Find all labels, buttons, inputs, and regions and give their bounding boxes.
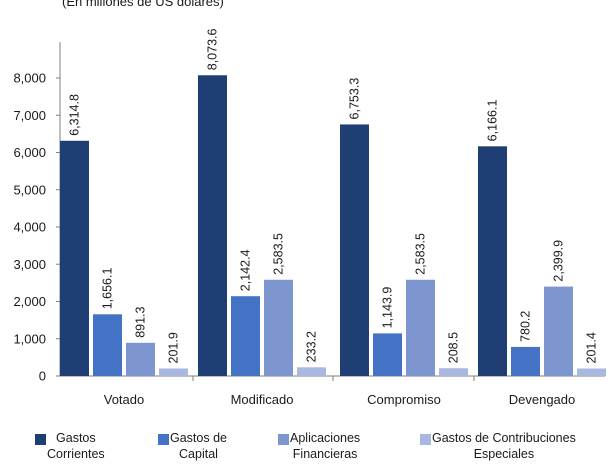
data-label: 6,753.3	[348, 78, 362, 120]
bar	[264, 279, 293, 376]
legend-swatch	[278, 434, 289, 445]
legend-label: Gastos de Capital	[170, 431, 227, 461]
axes: 0 1,000 2,000 3,000 4,000 5,000 6,000 7,000 8,00…	[13, 42, 605, 407]
data-label: 6,166.1	[486, 100, 500, 142]
data-label: 2,583.5	[414, 233, 428, 275]
data-label: 780.2	[519, 311, 533, 342]
y-tick-label: 2,000	[13, 294, 46, 309]
legend-label: Gastos Corrientes	[47, 431, 105, 461]
y-tick-label: 5,000	[13, 182, 46, 197]
data-label: 1,143.9	[381, 287, 395, 329]
x-tick-label: Votado	[104, 392, 145, 407]
legend-swatch	[420, 434, 431, 445]
bar	[93, 314, 122, 376]
data-label: 8,073.6	[206, 29, 220, 71]
x-tick-label: Devengado	[509, 392, 576, 407]
data-label: 2,142.4	[239, 249, 253, 291]
legend-swatch	[35, 434, 46, 445]
bar	[126, 342, 155, 376]
x-tick-label: Compromiso	[367, 392, 441, 407]
bar	[297, 367, 326, 376]
bar-chart: 0 1,000 2,000 3,000 4,000 5,000 6,000 7,000 8,00…	[13, 29, 606, 407]
data-label: 891.3	[134, 306, 148, 337]
chart-subtitle: (En millones de US dólares)	[62, 0, 224, 9]
legend: Gastos Corrientes Gastos de Capital Aplicaci…	[0, 430, 615, 466]
data-label: 201.9	[167, 332, 181, 363]
bar	[544, 286, 573, 376]
bar	[231, 296, 260, 376]
bar	[340, 124, 369, 376]
y-tick-label: 8,000	[13, 71, 46, 86]
y-tick-label: 3,000	[13, 257, 46, 272]
data-label: 201.4	[585, 332, 599, 363]
y-tick-label: 7,000	[13, 108, 46, 123]
data-label: 233.2	[305, 331, 319, 362]
bar	[198, 75, 227, 377]
bar	[439, 368, 468, 376]
legend-swatch	[158, 434, 169, 445]
data-label: 1,656.1	[101, 268, 115, 310]
data-label: 6,314.8	[68, 94, 82, 136]
data-label: 2,399.9	[552, 240, 566, 282]
y-tick-label: 1,000	[13, 331, 46, 346]
x-tick-label: Modificado	[231, 392, 294, 407]
y-tick-label: 4,000	[13, 220, 46, 235]
bar	[511, 346, 540, 376]
legend-label: Gastos de Contribuciones Especiales	[432, 431, 576, 461]
bar	[406, 279, 435, 376]
data-labels: 6,314.8 1,656.1 891.3 201.9 8,073.6 2,142.4 2,…	[68, 29, 599, 364]
legend-label: Aplicaciones Financieras	[290, 431, 361, 461]
y-tick-label: 6,000	[13, 145, 46, 160]
bar	[577, 368, 606, 376]
data-label: 2,583.5	[272, 233, 286, 275]
bar	[373, 333, 402, 376]
data-label: 208.5	[447, 332, 461, 363]
bar	[60, 140, 89, 376]
bars	[60, 75, 606, 377]
bar	[478, 146, 507, 376]
y-tick-label: 0	[39, 369, 46, 384]
bar	[159, 368, 188, 376]
